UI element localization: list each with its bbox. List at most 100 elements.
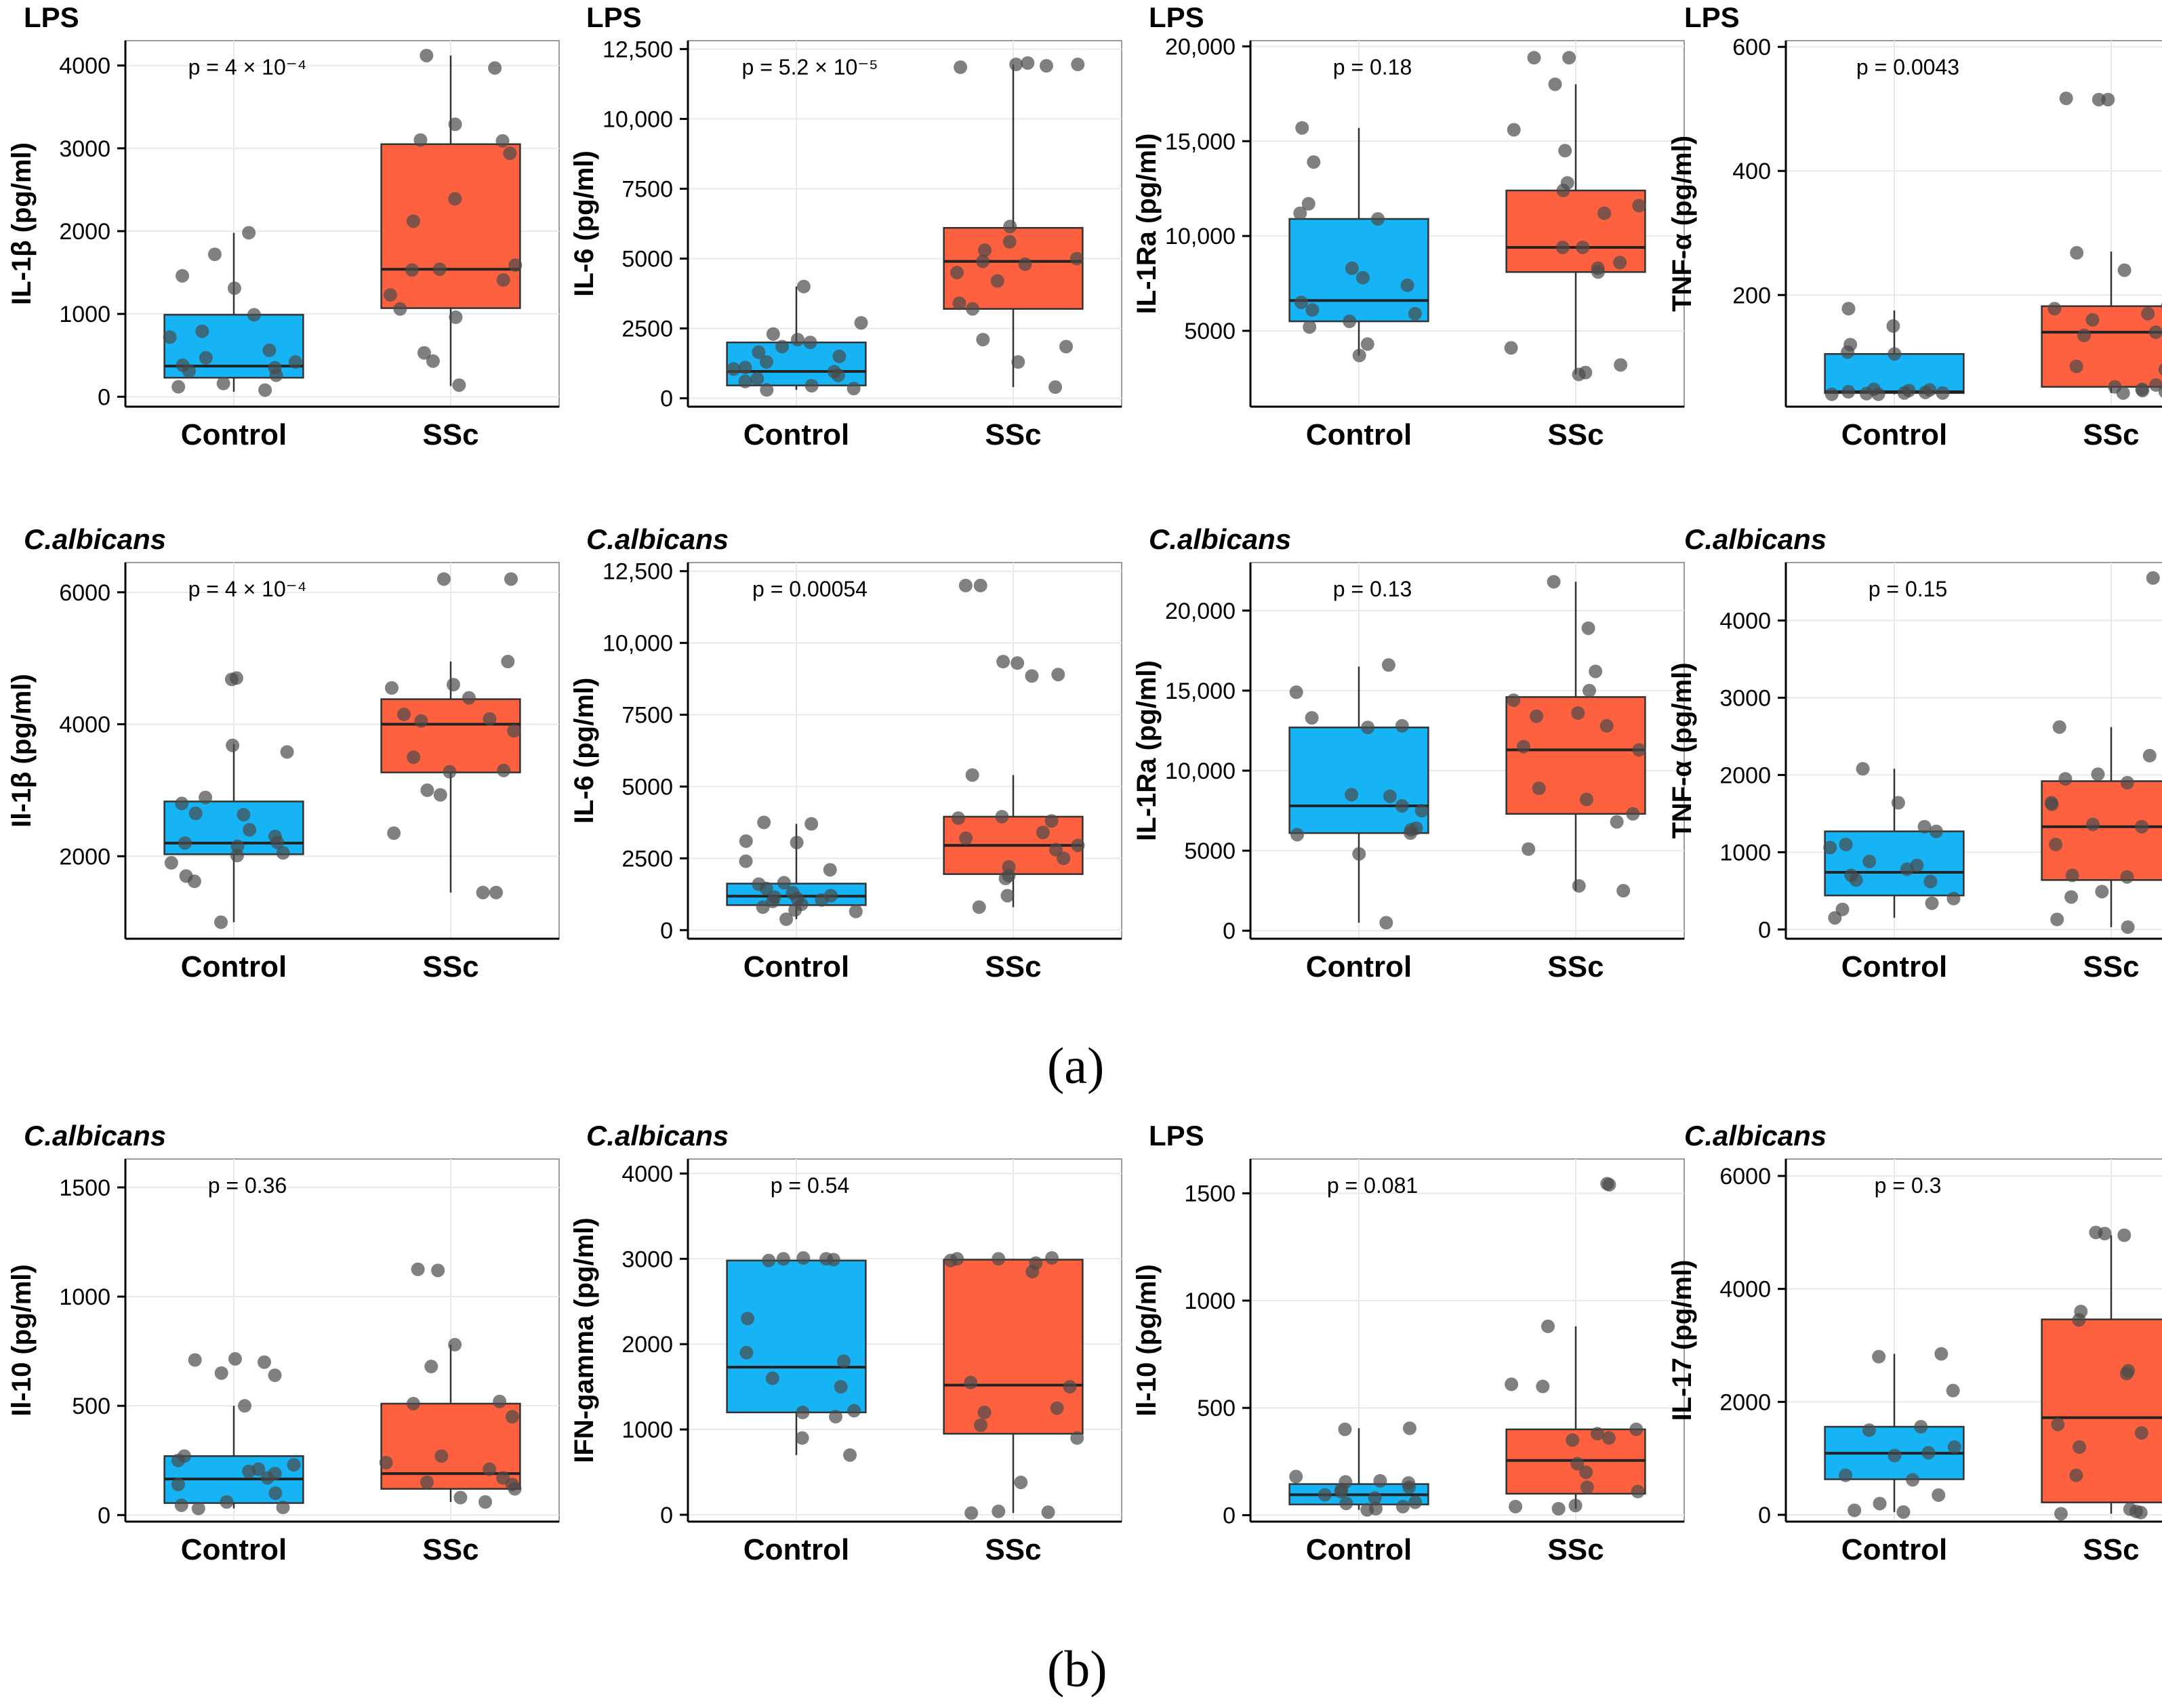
data-point — [2148, 325, 2162, 340]
data-point — [1011, 656, 1025, 670]
y-tick-label: 12,500 — [603, 37, 673, 62]
data-point — [505, 1410, 519, 1424]
chart-panel-2: 0 2500 5000 7500 10,000 12,500 Control SSc LPS p … — [569, 1, 1122, 451]
data-point — [2135, 819, 2149, 834]
data-point — [405, 263, 419, 277]
data-point — [1373, 1473, 1387, 1488]
data-point — [1570, 1457, 1585, 1471]
data-point — [268, 830, 282, 844]
data-point — [433, 788, 447, 802]
data-point — [1906, 1473, 1920, 1487]
data-point — [1848, 1503, 1862, 1518]
data-point — [1532, 781, 1546, 795]
data-point — [1576, 240, 1590, 254]
data-point — [1932, 1488, 1946, 1502]
data-point — [752, 345, 766, 359]
data-point — [495, 134, 510, 148]
data-point — [1578, 365, 1593, 380]
data-point — [741, 1312, 755, 1326]
data-point — [177, 1449, 191, 1463]
data-point — [2146, 571, 2160, 585]
data-point — [1000, 889, 1015, 903]
data-point — [1395, 718, 1409, 733]
data-point — [1307, 155, 1321, 169]
x-tick-label: Control — [181, 950, 287, 983]
data-point — [1289, 1469, 1303, 1484]
data-point — [1504, 341, 1518, 355]
data-point — [1059, 340, 1074, 354]
data-point — [1917, 819, 1932, 834]
data-point — [954, 60, 968, 75]
data-point — [995, 809, 1009, 824]
chart-title: C.albicans — [1684, 1120, 1827, 1152]
data-point — [1041, 1505, 1055, 1520]
data-point — [420, 48, 434, 62]
data-point — [854, 316, 868, 330]
data-point — [1571, 706, 1585, 720]
y-tick-label: 1500 — [1184, 1181, 1236, 1207]
x-tick-label: Control — [1841, 418, 1947, 451]
y-tick-label: 0 — [98, 384, 110, 410]
y-tick-label: 1000 — [1719, 840, 1771, 866]
data-point — [1345, 261, 1359, 275]
x-tick-label: SSc — [1547, 1533, 1604, 1566]
data-point — [288, 355, 302, 369]
data-point — [2077, 328, 2092, 342]
y-tick-label: 5000 — [1184, 838, 1236, 864]
data-point — [1402, 1421, 1416, 1436]
p-value-label: p = 4 × 10⁻⁴ — [188, 577, 307, 601]
data-point — [2134, 1426, 2148, 1440]
y-tick-label: 20,000 — [1165, 598, 1236, 624]
data-point — [1383, 789, 1397, 803]
y-tick-label: 7500 — [621, 703, 673, 729]
y-axis-label: IL-1β (pg/ml) — [7, 142, 37, 305]
data-point — [449, 310, 463, 325]
data-point — [164, 856, 178, 870]
data-point — [257, 1355, 271, 1369]
data-point — [493, 1394, 507, 1408]
y-tick-label: 5000 — [621, 774, 673, 800]
data-point — [1602, 1431, 1616, 1445]
data-point — [779, 912, 794, 927]
chart-panel-8: 0 1000 2000 3000 4000 Control SSc C.albicans p =… — [1667, 523, 2162, 983]
data-point — [1626, 807, 1640, 821]
p-value-label: p = 0.0043 — [1856, 55, 1959, 79]
data-point — [1352, 348, 1366, 363]
y-tick-label: 2500 — [621, 317, 673, 342]
data-point — [992, 1252, 1006, 1266]
chart-title: C.albicans — [24, 523, 166, 555]
data-point — [188, 1353, 202, 1367]
data-point — [1039, 59, 1053, 73]
data-point — [1045, 1251, 1059, 1265]
data-point — [964, 1506, 979, 1520]
x-tick-label: SSc — [2083, 950, 2139, 983]
data-point — [1339, 1475, 1353, 1489]
y-tick-label: 1000 — [59, 1284, 110, 1310]
y-tick-label: 0 — [1758, 917, 1771, 943]
data-point — [2158, 363, 2162, 375]
y-tick-label: 200 — [1732, 283, 1771, 308]
data-point — [1896, 1505, 1911, 1519]
y-tick-label: 0 — [660, 918, 673, 943]
data-point — [496, 1471, 510, 1485]
data-point — [1582, 683, 1596, 697]
data-point — [1071, 58, 1085, 72]
data-point — [2069, 359, 2083, 373]
y-tick-label: 10,000 — [1165, 758, 1236, 784]
y-tick-label: 6000 — [59, 580, 110, 606]
p-value-label: p = 4 × 10⁻⁴ — [188, 55, 307, 79]
data-point — [1402, 1476, 1416, 1490]
chart-title: C.albicans — [1149, 523, 1291, 555]
y-tick-label: 500 — [72, 1394, 110, 1419]
ssc-box — [2041, 305, 2162, 388]
y-tick-label: 10,000 — [1165, 224, 1236, 249]
y-tick-label: 1000 — [621, 1417, 673, 1443]
y-tick-label: 10,000 — [603, 631, 673, 657]
data-point — [2108, 380, 2122, 394]
data-point — [214, 915, 228, 929]
y-tick-label: 2000 — [59, 844, 110, 870]
ssc-box — [2041, 1318, 2162, 1503]
x-tick-label: SSc — [985, 418, 1041, 451]
data-point — [2070, 246, 2084, 260]
